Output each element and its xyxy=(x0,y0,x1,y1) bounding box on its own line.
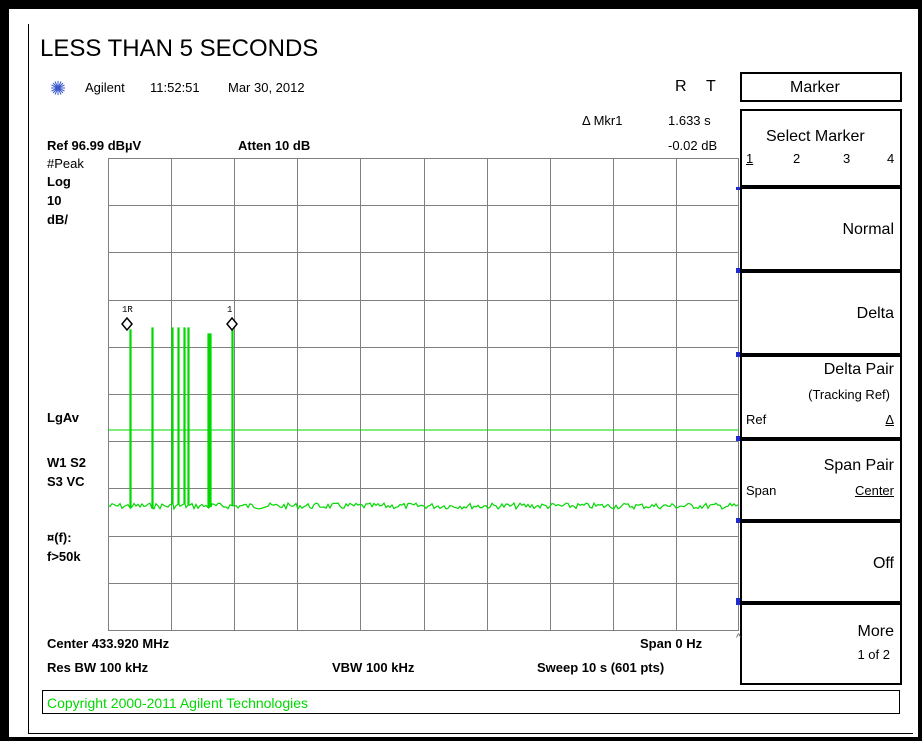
center-frequency: Center 433.920 MHz xyxy=(47,636,170,651)
agilent-logo-icon xyxy=(51,81,65,95)
status-time: 11:52:51 xyxy=(150,80,200,95)
normal-label: Normal xyxy=(842,221,894,238)
more-button[interactable]: More 1 of 2 xyxy=(740,603,902,685)
marker-1-diamond xyxy=(226,316,238,332)
marker-1r-diamond xyxy=(121,316,133,332)
detector-mode: #Peak xyxy=(47,156,84,171)
softkey-accent-4 xyxy=(736,436,740,441)
video-bandwidth: VBW 100 kHz xyxy=(332,660,415,675)
scale-value: 10 xyxy=(47,193,62,208)
softkey-accent-1 xyxy=(736,187,740,190)
marker-option-4[interactable]: 4 xyxy=(887,151,895,166)
more-page-indicator: 1 of 2 xyxy=(857,647,890,662)
trace-status-2: S3 VC xyxy=(47,474,85,489)
softkey-accent-5 xyxy=(736,518,740,523)
softkey-accent-6 xyxy=(736,598,740,605)
tracking-ref-label: (Tracking Ref) xyxy=(808,387,890,402)
sweep-time: Sweep 10 s (601 pts) xyxy=(537,660,665,675)
off-label: Off xyxy=(872,555,894,572)
normal-button[interactable]: Normal xyxy=(740,187,902,271)
trigger-indicator: T xyxy=(706,78,716,95)
span-value: Span 0 Hz xyxy=(640,636,703,651)
menu-title: Marker xyxy=(790,79,840,96)
marker-option-2[interactable]: 2 xyxy=(793,151,801,166)
more-label: More xyxy=(857,623,894,640)
spectrum-plot: 1R 1 xyxy=(108,158,739,631)
marker-1-tag: 1 xyxy=(227,305,232,315)
softkey-accent-3 xyxy=(736,352,740,357)
page-title: LESS THAN 5 SECONDS xyxy=(40,35,319,62)
marker-menu-header: Marker xyxy=(740,72,902,102)
plot-grid xyxy=(108,158,739,630)
delta-pair-button[interactable]: Delta Pair (Tracking Ref) Ref Δ xyxy=(740,355,902,439)
delta-pair-label: Delta Pair xyxy=(823,361,894,378)
frame-divider-bottom xyxy=(28,733,913,734)
marker-group: 1R 1 xyxy=(121,305,238,332)
span-pair-span-option[interactable]: Span xyxy=(746,483,777,498)
status-instrument: Agilent xyxy=(85,80,125,95)
ref-level: Ref 96.99 dBµV xyxy=(47,138,142,153)
span-pair-button[interactable]: Span Pair Span Center xyxy=(740,439,902,521)
trace-line xyxy=(108,327,739,511)
softkey-accent-2 xyxy=(736,268,740,273)
resolution-bandwidth: Res BW 100 kHz xyxy=(47,660,149,675)
scale-unit: dB/ xyxy=(47,212,68,227)
marker-time: 1.633 s xyxy=(668,113,711,128)
filter-label: ¤(f): xyxy=(47,530,72,545)
marker-option-1[interactable]: 1 xyxy=(746,151,754,166)
status-date: Mar 30, 2012 xyxy=(228,80,305,95)
span-pair-center-option[interactable]: Center xyxy=(854,483,894,498)
off-button[interactable]: Off xyxy=(740,521,902,603)
select-marker-label: Select Marker xyxy=(766,128,865,145)
frame-divider xyxy=(28,24,29,734)
select-marker-button[interactable]: Select Marker 1 2 3 4 xyxy=(740,109,902,187)
remote-indicator: R xyxy=(675,78,687,95)
marker-label: Δ Mkr1 xyxy=(582,113,623,128)
marker-delta: -0.02 dB xyxy=(668,138,718,153)
span-pair-label: Span Pair xyxy=(823,457,894,474)
attenuation: Atten 10 dB xyxy=(238,138,311,153)
delta-pair-delta-option[interactable]: Δ xyxy=(885,412,894,427)
average-mode: LgAv xyxy=(47,410,80,425)
copyright-bar: Copyright 2000-2011 Agilent Technologies xyxy=(42,690,900,714)
trace-status-1: W1 S2 xyxy=(47,455,87,470)
marker-option-3[interactable]: 3 xyxy=(843,151,851,166)
delta-label: Delta xyxy=(856,305,894,322)
scroll-caret-icon: ^ xyxy=(736,632,742,644)
delta-pair-ref-option[interactable]: Ref xyxy=(746,412,767,427)
scale-type: Log xyxy=(47,174,71,189)
marker-1r-tag: 1R xyxy=(122,305,133,315)
delta-button[interactable]: Delta xyxy=(740,271,902,355)
filter-value: f>50k xyxy=(47,549,81,564)
